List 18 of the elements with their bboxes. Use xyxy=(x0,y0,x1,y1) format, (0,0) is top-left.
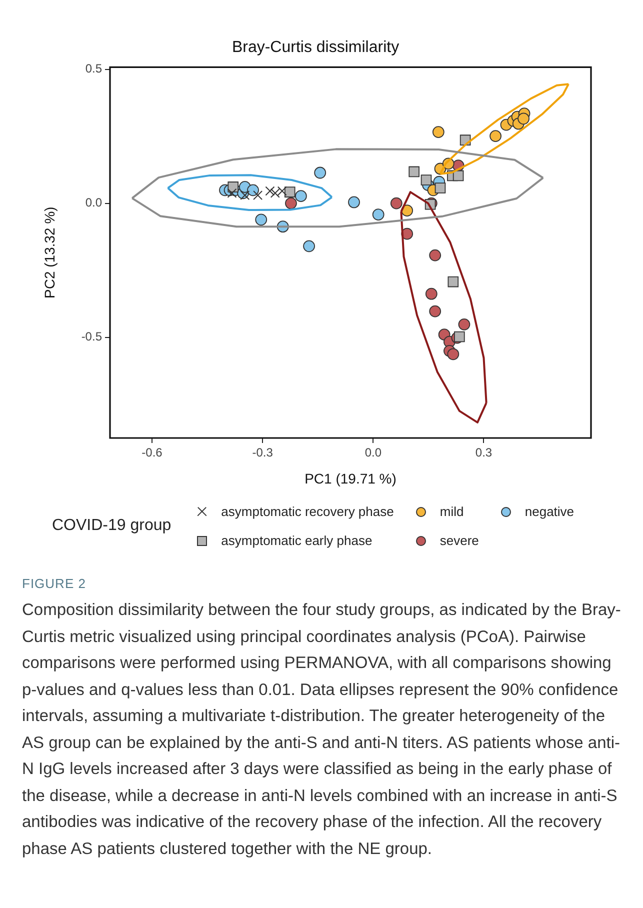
text: Composition dissimilarity between the four study groups, as indicated by the Bray-Curtis metric visualized using principal coordinates analysis (PCoA). Pairwise comparisons were performed using PERMANOVA, with all comparisons showing p-values and q-values less than 0.01. Data ellipses represent the 90% confidence intervals, assuming a multivariate t-distribution. The greater heterogeneity of the AS group can be explained by the anti-S and anti-N titers. AS patients whose anti-N IgG levels increased after 3 days were classified as being in the early phase of the disease, while a decrease in anti-N levels combined with an increase in anti-S antibodies was indicative of the recovery phase of the infection. All the recovery phase AS patients clustered together with the NE group. xyxy=(22,601,621,858)
x-tick-label: 0.3 xyxy=(475,446,492,460)
legend-title: COVID-19 group xyxy=(52,517,172,535)
chart-title: Bray-Curtis dissimilarity xyxy=(232,39,400,56)
y-tick-label: -0.5 xyxy=(81,330,102,344)
legend-label: negative xyxy=(524,504,574,519)
legend-label: asymptomatic recovery phase xyxy=(221,504,394,519)
caption: FIGURE 2 xyxy=(22,576,87,591)
legend-label: severe xyxy=(440,533,479,548)
y-axis-title: PC2 (13.32 %) xyxy=(41,206,58,299)
legend-label: asymptomatic early phase xyxy=(221,533,372,548)
x-tick-label: 0.0 xyxy=(364,446,382,460)
y-tick-label: 0.0 xyxy=(85,196,102,210)
x-tick-label: -0.6 xyxy=(142,446,163,460)
x-tick-label: -0.3 xyxy=(252,446,274,460)
legend-label: mild xyxy=(440,504,464,519)
x-axis-title: PC1 (19.71 %) xyxy=(304,470,396,486)
y-tick-label: 0.5 xyxy=(85,62,102,76)
